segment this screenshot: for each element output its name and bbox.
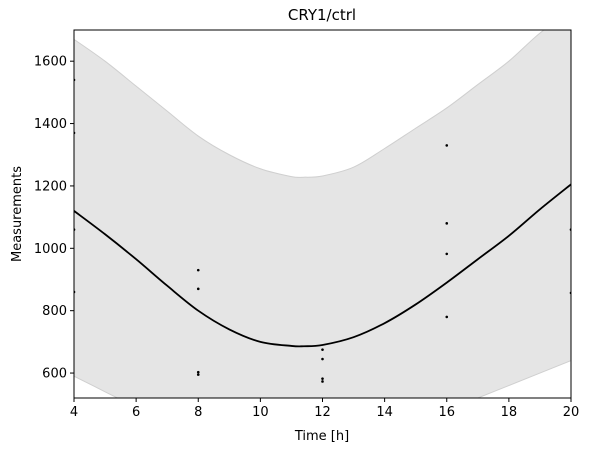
y-tick-label: 600 bbox=[42, 367, 67, 382]
data-point bbox=[321, 357, 324, 361]
y-tick-label: 1000 bbox=[34, 242, 67, 257]
data-point bbox=[445, 144, 449, 147]
data-point bbox=[445, 315, 449, 319]
confidence-band-upper-edge bbox=[74, 30, 545, 178]
data-point bbox=[196, 373, 200, 376]
confidence-band-lower-edge bbox=[74, 360, 571, 398]
x-axis-label: Time [h] bbox=[294, 429, 349, 444]
x-tick-label: 20 bbox=[563, 405, 580, 420]
x-tick-label: 4 bbox=[70, 405, 78, 420]
confidence-band bbox=[74, 30, 571, 398]
data-point bbox=[321, 348, 324, 351]
y-axis-label: Measurements bbox=[10, 166, 25, 262]
x-tick-label: 6 bbox=[132, 405, 140, 420]
x-tick-label: 16 bbox=[438, 405, 455, 420]
x-tick-label: 18 bbox=[501, 405, 518, 420]
chart-title: CRY1/ctrl bbox=[288, 6, 356, 24]
data-point bbox=[445, 222, 449, 225]
fit-line bbox=[74, 183, 571, 348]
x-tick-label: 10 bbox=[252, 405, 269, 420]
x-axis: 4 6 8 10 12 14 16 18 20 bbox=[70, 398, 579, 420]
y-tick-label: 1200 bbox=[34, 179, 67, 194]
x-tick-label: 8 bbox=[194, 405, 202, 420]
data-point bbox=[196, 370, 200, 374]
y-tick-label: 1600 bbox=[34, 55, 67, 70]
data-point bbox=[196, 287, 200, 291]
y-axis: 600 800 1000 1200 1400 1600 bbox=[34, 55, 74, 382]
y-tick-label: 800 bbox=[42, 304, 67, 319]
data-point bbox=[321, 377, 324, 380]
data-point bbox=[196, 268, 200, 272]
data-point bbox=[445, 252, 449, 256]
plot-area bbox=[74, 30, 571, 398]
x-tick-label: 12 bbox=[314, 405, 331, 420]
data-point bbox=[321, 380, 324, 383]
x-tick-label: 14 bbox=[376, 405, 393, 420]
y-tick-label: 1400 bbox=[34, 117, 67, 132]
